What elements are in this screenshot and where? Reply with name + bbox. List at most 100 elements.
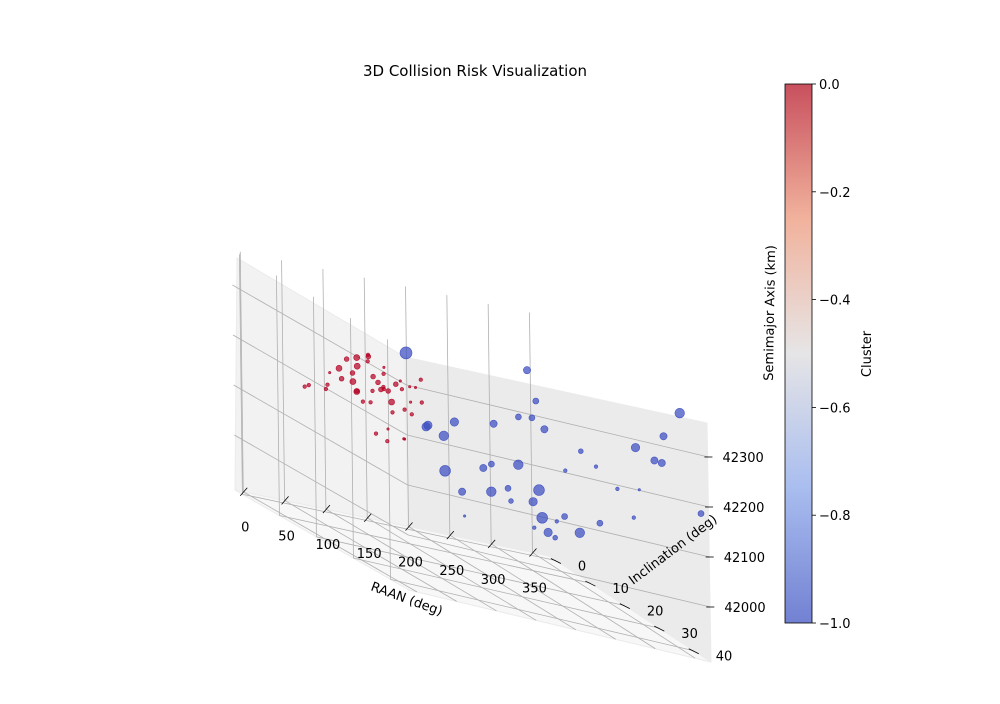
floor-gridline-y [316,536,625,607]
chart-title: 3D Collision Risk Visualization [363,62,587,80]
data-point [398,379,402,383]
gridlines [232,251,711,659]
wall-gridline-x [281,260,285,501]
data-point [515,413,522,421]
y-tick-label: 10 [612,582,629,597]
y-tick-label: 30 [681,627,698,642]
colorbar: 0.0 −0.2 −0.4 −0.6 −0.8 −1.0 Cluster [784,78,875,632]
y-tick-mark [585,580,596,587]
x-tick-mark [487,539,496,549]
x-tick-mark [363,513,372,523]
data-point [399,346,413,360]
data-point [413,385,417,389]
data-point [508,498,514,504]
data-point [385,388,391,394]
wall-gridline-y [239,254,243,495]
data-point [402,437,406,441]
data-point [409,412,414,417]
colorbar-tick-label: −1.0 [819,617,851,632]
data-point [370,373,376,380]
x-tick-mark [405,522,413,531]
data-point [354,388,360,394]
data-point [596,519,604,527]
data-point [561,513,568,520]
y-tick-mark [654,625,665,632]
data-point [328,371,332,375]
x-tick-label: 50 [278,529,295,544]
colorbar-ticks: 0.0 −0.2 −0.4 −0.6 −0.8 −1.0 [812,78,851,632]
data-point [381,384,386,390]
x-tick-mark [281,496,289,505]
wall-gridline-z [232,334,408,436]
data-point [532,525,537,530]
data-point [674,408,685,419]
z-tick-label: 42000 [724,601,765,616]
wall-gridline-z [232,284,407,386]
x-tick-label: 150 [357,547,382,562]
x-tick-label: 300 [481,573,506,588]
y-tick-mark [688,648,699,655]
colorbar-tick-label: −0.2 [819,186,851,201]
data-point [370,388,375,394]
data-point [631,515,636,520]
data-point [528,414,536,422]
floor-gridline-x [367,517,537,621]
data-point [423,420,433,430]
data-point [479,464,488,472]
data-point [365,359,370,364]
floor-gridline-y [279,515,591,584]
data-point [523,366,531,375]
x-tick-mark [322,504,331,514]
wall-gridline-z [406,434,710,508]
data-point [419,400,424,405]
wall-gridline-y [350,318,354,559]
wall-gridline-y [276,275,280,516]
data-point [578,448,584,454]
data-point [659,432,668,441]
z-tick-label: 42200 [723,501,764,516]
colorbar-tick-label: −0.6 [819,401,851,416]
floor-gridline-y [353,557,660,629]
data-point [393,381,399,387]
floor-pane [234,489,712,663]
data-point [335,364,343,372]
data-point [438,430,449,441]
x-tick-mark [239,487,248,497]
x-tick-mark [446,530,455,540]
wall-gridline-z [406,384,709,458]
y-tick-mark [619,603,631,609]
floor-gridline-x [284,500,457,602]
x-tick-label: 350 [522,582,547,597]
data-point [593,464,599,469]
data-point [513,459,524,470]
x-tick-label: 250 [439,564,464,579]
data-point [458,487,466,496]
data-point [381,371,386,376]
y-tick-label: 0 [578,560,586,575]
data-point [385,439,390,444]
y-tick-label: 20 [647,605,664,620]
colorbar-gradient [784,83,813,624]
data-point [489,419,498,428]
floor-gridline-y [242,493,556,561]
data-point [365,352,371,357]
data-point [488,460,495,468]
data-point [439,465,451,477]
floor-gridline-y [390,578,694,652]
data-point [552,534,558,541]
wall-gridline-z [234,434,409,536]
x-tick-mark [529,548,537,557]
data-point [349,378,357,385]
data-point [368,400,373,405]
data-point [409,400,413,404]
data-point [418,377,423,382]
x-tick-label: 200 [398,555,423,570]
x-tick-label: 0 [241,521,249,536]
wall-gridline-x [487,303,492,544]
floor-gridline-x [449,534,616,640]
data-point [349,370,356,376]
data-point [382,365,386,369]
data-point [386,427,390,431]
y-tick-mark [550,558,562,564]
data-point [486,486,497,497]
